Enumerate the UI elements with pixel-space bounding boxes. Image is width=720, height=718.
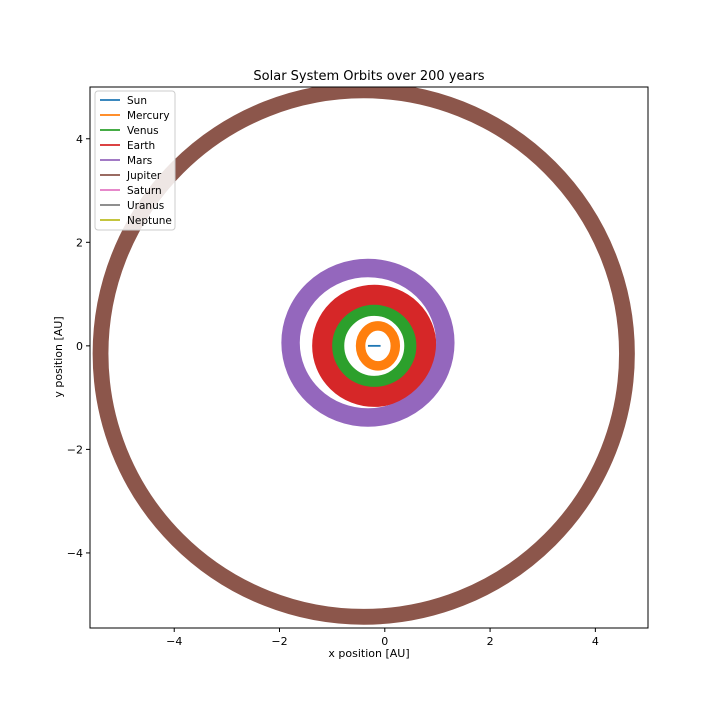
legend-label-neptune: Neptune bbox=[127, 215, 172, 227]
x-tick-label: −2 bbox=[271, 635, 287, 648]
mercury-orbit bbox=[355, 321, 401, 371]
legend-box bbox=[94, 90, 176, 231]
legend-label-mars: Mars bbox=[127, 155, 152, 167]
x-tick-label: 2 bbox=[487, 635, 494, 648]
x-axis: −4 −2 0 2 4 bbox=[166, 628, 599, 648]
legend-label-saturn: Saturn bbox=[127, 185, 162, 197]
x-tick-label: 0 bbox=[381, 635, 388, 648]
y-tick-label: 4 bbox=[76, 133, 83, 146]
x-tick-label: 4 bbox=[592, 635, 599, 648]
chart-title: Solar System Orbits over 200 years bbox=[253, 69, 484, 84]
legend-label-venus: Venus bbox=[127, 125, 159, 137]
legend-label-earth: Earth bbox=[127, 140, 155, 152]
legend-label-sun: Sun bbox=[127, 95, 147, 107]
mars-orbit bbox=[281, 258, 455, 427]
legend-label-mercury: Mercury bbox=[127, 110, 170, 122]
earth-orbit bbox=[312, 284, 437, 407]
venus-orbit bbox=[330, 302, 418, 390]
legend-label-uranus: Uranus bbox=[127, 200, 164, 212]
orbit-series-group bbox=[92, 87, 635, 625]
x-tick-label: −4 bbox=[166, 635, 182, 648]
y-axis-label: y position [AU] bbox=[52, 316, 65, 397]
y-tick-label: 0 bbox=[76, 340, 83, 353]
y-tick-label: 2 bbox=[76, 236, 83, 249]
legend-label-jupiter: Jupiter bbox=[126, 170, 162, 182]
y-tick-label: −4 bbox=[67, 547, 83, 560]
y-tick-label: −2 bbox=[67, 443, 83, 456]
jupiter-orbit bbox=[92, 87, 635, 625]
x-axis-label: x position [AU] bbox=[328, 647, 409, 660]
legend: Sun Mercury Venus Earth Mars Jupiter Saturn Ura… bbox=[94, 90, 176, 231]
plot-frame bbox=[89, 86, 649, 629]
y-axis: −4 −2 0 2 4 bbox=[67, 133, 90, 560]
